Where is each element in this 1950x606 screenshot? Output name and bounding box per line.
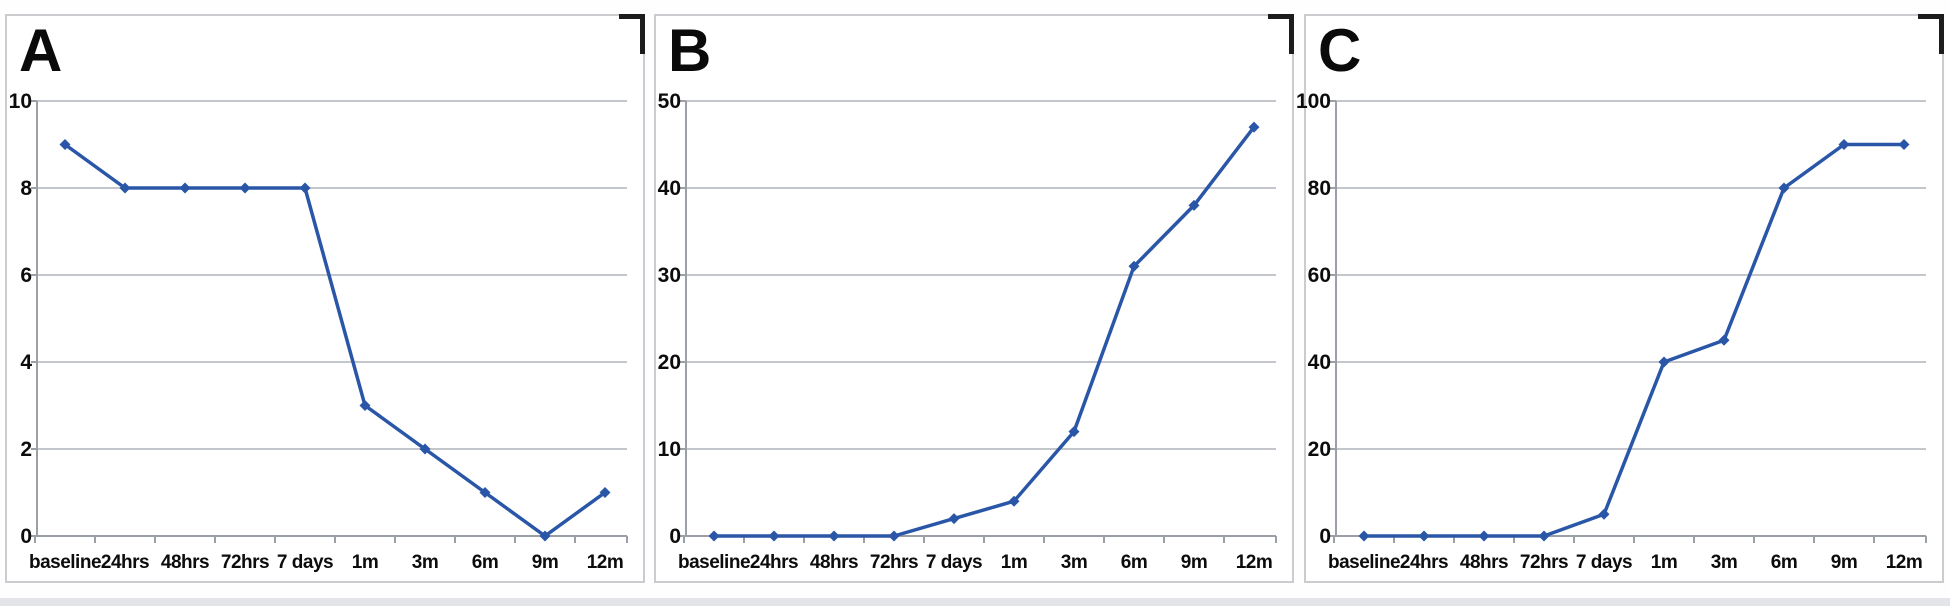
panel-b-letter: B	[668, 17, 713, 84]
y-tick-label: 2	[20, 438, 32, 461]
data-point-diamond	[1358, 530, 1370, 542]
chart-c-plot: 0 20 40 60 80 100 baseline 24hrs 48hrs 72hrs 7 day…	[1296, 90, 1927, 573]
data-point-diamond	[1068, 426, 1080, 438]
x-tick-label: baseline	[1328, 552, 1400, 573]
x-tick-label: 9m	[1181, 552, 1207, 573]
y-tick-label: 4	[20, 351, 32, 374]
y-tick-label: 6	[20, 264, 32, 287]
x-tick-label: 6m	[472, 552, 498, 573]
x-tick-label: 6m	[1771, 552, 1797, 573]
data-point-diamond	[888, 530, 900, 542]
data-line	[712, 125, 1256, 538]
x-tick-label: 24hrs	[750, 552, 798, 573]
page-bottom-strip	[0, 598, 1950, 606]
data-point-diamond	[1718, 334, 1730, 346]
y-tick-label: 30	[658, 264, 681, 287]
x-tick-label: 3m	[1061, 552, 1087, 573]
x-tick-label: 72hrs	[221, 552, 269, 573]
data-point-diamond	[1128, 260, 1140, 272]
chart-b-plot: 0 10 20 30 40 50 baseline 24hrs 48hrs 72hrs 7 days…	[658, 90, 1277, 573]
y-tick-label: 10	[658, 438, 681, 461]
y-tick-label: 50	[658, 90, 681, 113]
x-tick-label: 72hrs	[1520, 552, 1568, 573]
data-point-diamond	[1658, 356, 1670, 368]
data-point-diamond	[479, 487, 491, 498]
data-point-diamond	[1188, 199, 1200, 211]
data-point-diamond	[1478, 530, 1490, 542]
y-tick-label: 0	[20, 525, 32, 548]
x-tick-label: 3m	[1711, 552, 1737, 573]
data-point-diamond	[948, 513, 960, 525]
x-tick-label: 9m	[532, 552, 558, 573]
data-point-diamond	[359, 400, 371, 411]
y-tick-label: 20	[658, 351, 681, 374]
panel-c-letter: C	[1318, 17, 1363, 84]
x-tick-label: 3m	[412, 552, 438, 573]
x-tick-label: 48hrs	[1460, 552, 1508, 573]
x-tick-label: 7 days	[277, 552, 333, 573]
data-point-diamond	[1778, 182, 1790, 194]
corner-bracket-icon	[1918, 14, 1944, 54]
y-tick-label: 20	[1308, 438, 1331, 461]
data-point-diamond	[1838, 139, 1850, 150]
data-point-diamond	[539, 530, 551, 542]
data-point-diamond	[239, 182, 251, 194]
x-tick-label: 6m	[1121, 552, 1147, 573]
x-tick-label: 12m	[587, 552, 624, 573]
y-tick-label: 40	[1308, 351, 1331, 374]
x-tick-label: 12m	[1886, 552, 1923, 573]
data-point-diamond	[599, 487, 611, 498]
x-tick-label: baseline	[678, 552, 750, 573]
data-point-diamond	[179, 182, 191, 194]
y-tick-label: 0	[669, 525, 681, 548]
panel-b: B 0 10 20 30 40 50 baseline 24hrs 48hrs 72hrs 7 da…	[654, 14, 1294, 583]
x-tick-label: baseline	[29, 552, 101, 573]
data-point-diamond	[828, 530, 840, 542]
corner-bracket-icon	[1268, 14, 1294, 54]
y-tick-label: 8	[20, 177, 32, 200]
data-point-diamond	[768, 530, 780, 542]
data-line	[63, 142, 607, 538]
data-point-diamond	[59, 139, 71, 150]
x-tick-label: 48hrs	[161, 552, 209, 573]
data-point-diamond	[119, 182, 131, 194]
x-tick-label: 24hrs	[101, 552, 149, 573]
corner-bracket-icon	[619, 14, 645, 54]
data-point-diamond	[1538, 530, 1550, 542]
x-tick-label: 12m	[1236, 552, 1273, 573]
data-point-diamond	[1898, 139, 1910, 150]
x-tick-label: 1m	[1001, 552, 1027, 573]
x-tick-label: 72hrs	[870, 552, 918, 573]
y-tick-label: 0	[1319, 525, 1331, 548]
y-tick-label: 60	[1308, 264, 1331, 287]
y-tick-label: 10	[9, 90, 32, 113]
x-tick-label: 1m	[352, 552, 378, 573]
y-tick-label: 40	[658, 177, 681, 200]
data-point-diamond	[1598, 508, 1610, 520]
x-tick-label: 7 days	[1576, 552, 1632, 573]
chart-a-plot: 0 2 4 6 8 10 baseline 24hrs 48hrs 72hrs 7 days 1m 3m…	[9, 90, 628, 573]
data-point-diamond	[708, 530, 720, 542]
x-tick-label: 9m	[1831, 552, 1857, 573]
data-point-diamond	[1248, 121, 1260, 133]
panel-a-letter: A	[19, 17, 64, 84]
data-point-diamond	[1418, 530, 1430, 542]
data-point-diamond	[1008, 495, 1020, 507]
y-tick-label: 100	[1296, 90, 1331, 113]
x-tick-label: 24hrs	[1400, 552, 1448, 573]
panel-a: A 0 2 4 6 8 10 baseline 24hrs 48hrs 72hrs 7 days 1m…	[5, 14, 645, 583]
data-point-diamond	[299, 182, 311, 194]
data-line	[1362, 142, 1906, 538]
x-tick-label: 1m	[1651, 552, 1677, 573]
x-tick-label: 7 days	[926, 552, 982, 573]
y-tick-label: 80	[1308, 177, 1331, 200]
panel-c: C 0 20 40 60 80 100 baseline 24hrs 48hrs 72hrs 7 d…	[1296, 14, 1944, 583]
x-tick-label: 48hrs	[810, 552, 858, 573]
data-point-diamond	[419, 443, 431, 455]
